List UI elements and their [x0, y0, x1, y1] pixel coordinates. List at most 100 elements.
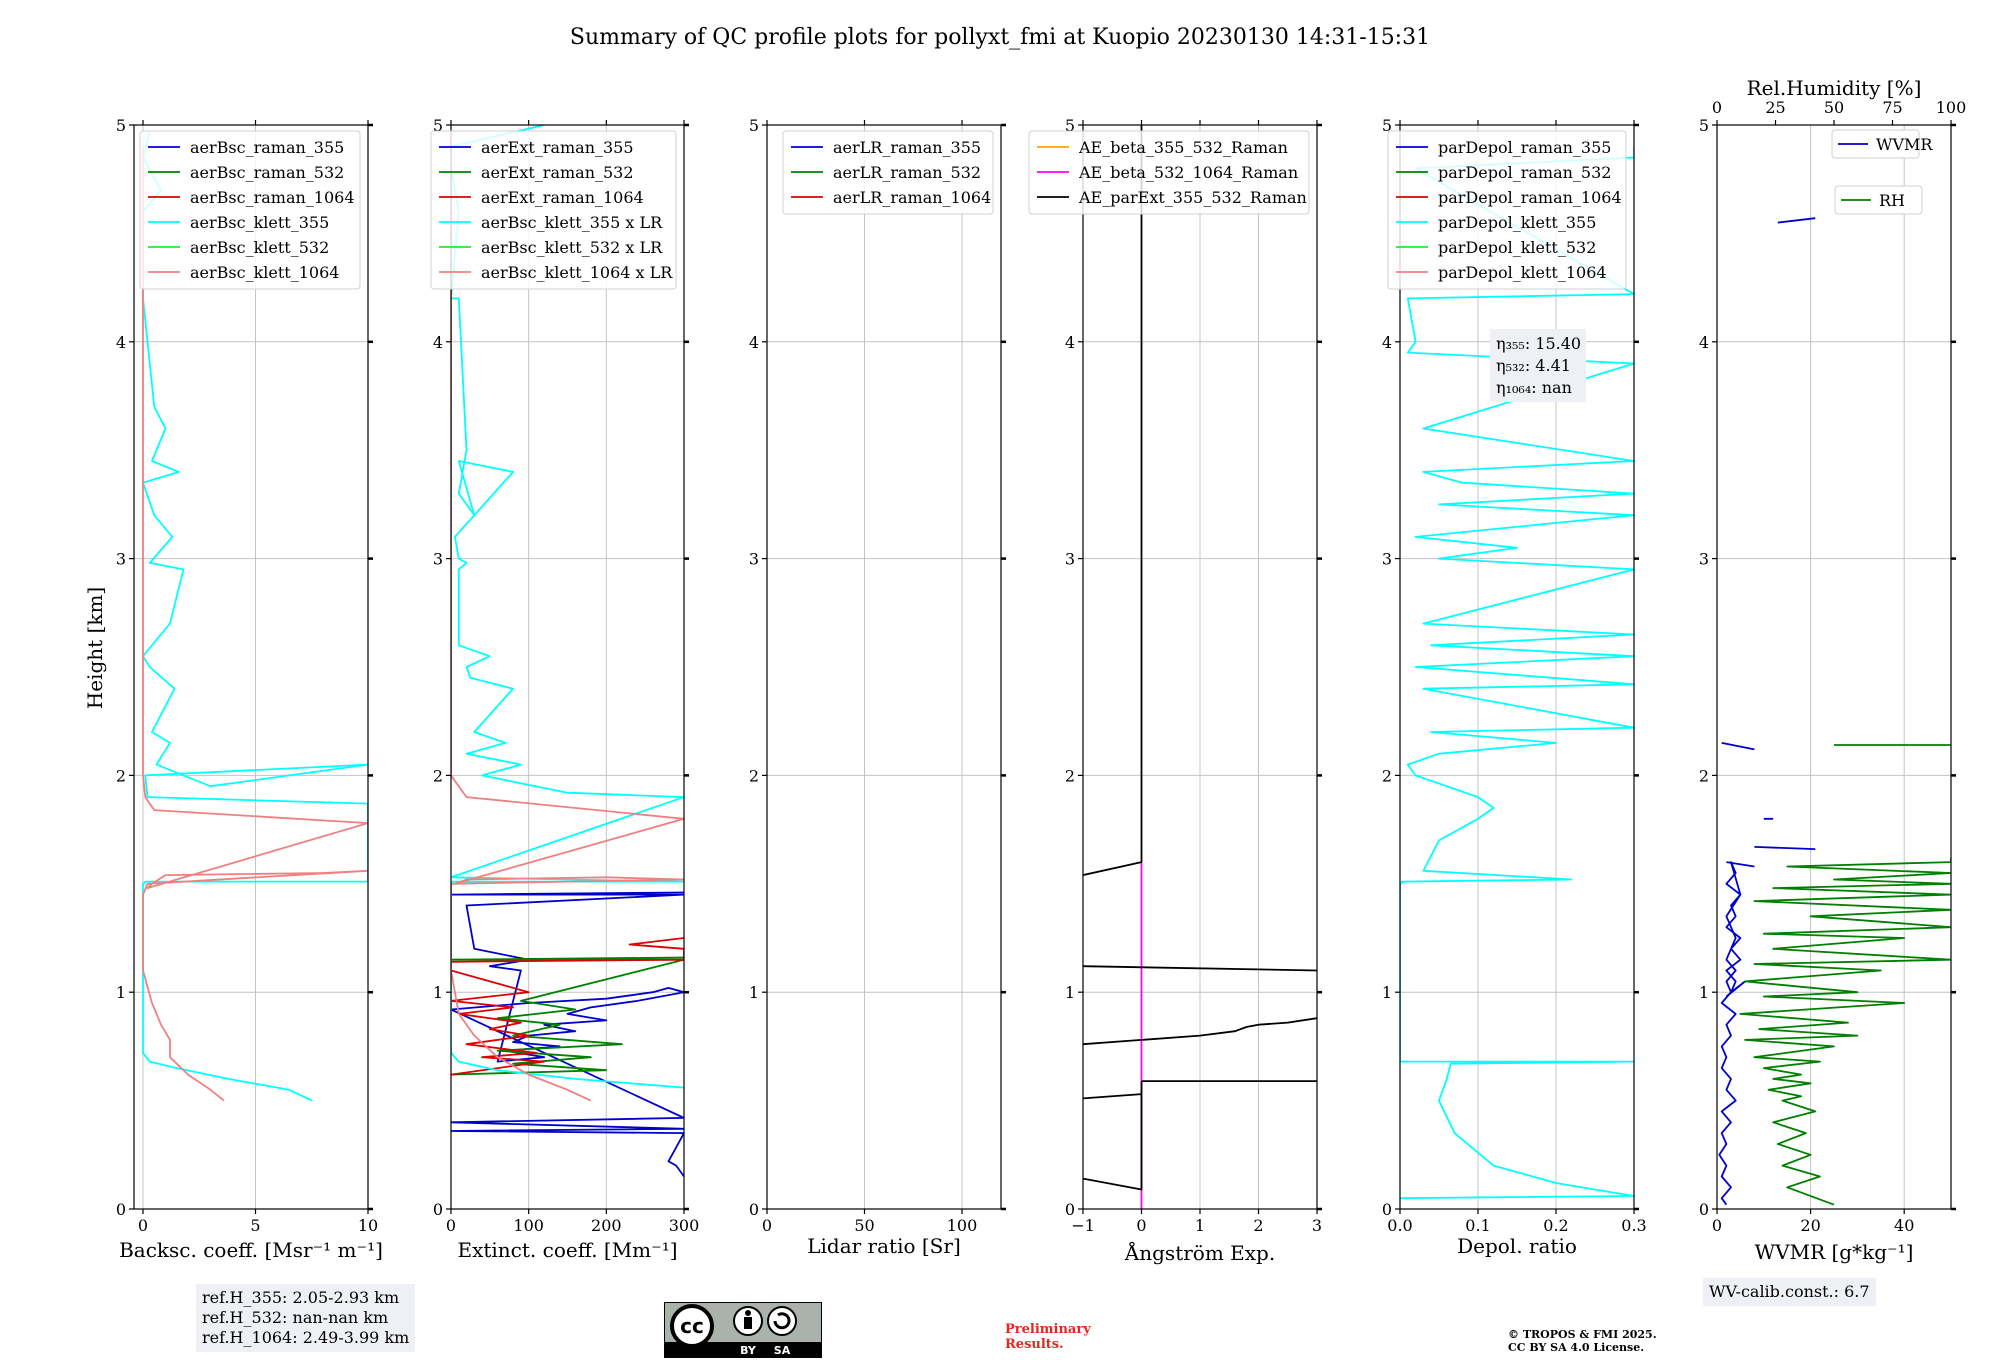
- license-line: CC BY SA 4.0 License.: [1508, 1341, 1645, 1354]
- legend-label: parDepol_raman_1064: [1438, 188, 1622, 207]
- top-x-tick-label: 25: [1765, 98, 1785, 117]
- legend-label: RH: [1879, 191, 1905, 210]
- x-tick-label: 2: [1253, 1216, 1263, 1235]
- y-tick-label: 4: [1382, 333, 1392, 352]
- y-tick-label: 0: [433, 1200, 443, 1219]
- legend-label: aerBsc_klett_355: [190, 213, 329, 232]
- legend-label: WVMR: [1876, 135, 1933, 154]
- x-tick-label: 40: [1894, 1216, 1914, 1235]
- y-tick-label: 5: [116, 116, 126, 135]
- legend-label: aerExt_raman_355: [481, 138, 634, 157]
- y-tick-label: 0: [1699, 1200, 1709, 1219]
- results-line: Results.: [1005, 1337, 1064, 1352]
- legend-label: aerLR_raman_355: [833, 138, 981, 157]
- y-tick-label: 0: [749, 1200, 759, 1219]
- series-line-rh: [1739, 744, 1951, 1206]
- ref-height-1064: ref.H_1064: 2.49-3.99 km: [202, 1328, 410, 1347]
- x-tick-label: 0: [138, 1216, 148, 1235]
- y-tick-label: 4: [1065, 333, 1075, 352]
- y-tick-label: 1: [433, 983, 443, 1002]
- legend-label: aerExt_raman_532: [481, 163, 634, 182]
- legend-frame: [139, 130, 361, 290]
- legend-label: AE_parExt_355_532_Raman: [1078, 188, 1307, 207]
- cc-sa-label: SA: [774, 1344, 791, 1357]
- top-x-tick-label: 100: [1936, 98, 1967, 117]
- ref-height-355: ref.H_355: 2.05-2.93 km: [202, 1288, 400, 1307]
- y-tick-label: 2: [433, 766, 443, 785]
- y-tick-label: 5: [1699, 116, 1709, 135]
- x-tick-label: 0: [1136, 1216, 1146, 1235]
- y-tick-label: 3: [1065, 550, 1075, 569]
- legend-label: aerLR_raman_1064: [833, 188, 991, 207]
- legend-frame: [782, 130, 994, 215]
- y-tick-label: 0: [116, 1200, 126, 1219]
- legend-frame: [1028, 130, 1310, 215]
- legend-label: parDepol_klett_532: [1438, 238, 1596, 257]
- legend-label: aerLR_raman_532: [833, 163, 981, 182]
- axes-frame: [1399, 124, 1635, 1210]
- series-line-aerext-raman-1064: [451, 937, 684, 1076]
- legend-label: aerBsc_klett_532 x LR: [481, 238, 663, 257]
- y-tick-label: 5: [433, 116, 443, 135]
- legend-frame: [430, 130, 677, 290]
- legend: aerExt_raman_355 aerExt_raman_532 aerExt_r…: [430, 130, 677, 290]
- legend-label: parDepol_klett_355: [1438, 213, 1596, 232]
- y-tick-label: 5: [1065, 116, 1075, 135]
- y-tick-label: 1: [1382, 983, 1392, 1002]
- ref-height-532: ref.H_532: nan-nan km: [202, 1308, 389, 1327]
- top-x-tick-label: 50: [1824, 98, 1844, 117]
- y-tick-label: 1: [116, 983, 126, 1002]
- y-tick-label: 4: [116, 333, 126, 352]
- x-tick-label: 0.0: [1387, 1216, 1412, 1235]
- y-axis-label: Height [km]: [83, 587, 107, 709]
- svg-text:cc: cc: [680, 1314, 704, 1338]
- x-axis-label: Extinct. coeff. [Mm⁻¹]: [457, 1238, 677, 1262]
- legend-frame: [1834, 185, 1923, 215]
- wv-calibration-box: WV-calib.const.: 6.7: [1703, 1278, 1876, 1306]
- y-tick-label: 2: [116, 766, 126, 785]
- x-tick-label: 0.3: [1621, 1216, 1646, 1235]
- panel-1: 0 5 10 0 1 2 3 4 5 Backsc. coeff. [Msr⁻¹ m⁻¹] aerB…: [116, 116, 383, 1262]
- y-tick-label: 3: [433, 550, 443, 569]
- x-tick-label: 5: [250, 1216, 260, 1235]
- x-tick-label: 10: [358, 1216, 378, 1235]
- cc-by-sa-icon: cc BY SA: [664, 1302, 822, 1358]
- x-axis-label: Lidar ratio [Sr]: [807, 1234, 961, 1258]
- top-x-tick-label: 0: [1712, 98, 1722, 117]
- legend-label: aerBsc_klett_532: [190, 238, 329, 257]
- x-tick-label: 0.1: [1465, 1216, 1490, 1235]
- x-tick-label: 300: [669, 1216, 700, 1235]
- legend: AE_beta_355_532_Raman AE_beta_532_1064_Ra…: [1028, 130, 1310, 215]
- x-tick-label: 200: [591, 1216, 622, 1235]
- y-tick-label: 4: [433, 333, 443, 352]
- legend-label: aerBsc_raman_532: [190, 163, 344, 182]
- x-tick-label: −1: [1071, 1216, 1095, 1235]
- y-tick-label: 5: [749, 116, 759, 135]
- preliminary-results-note: Preliminary Results.: [1005, 1322, 1091, 1352]
- eta-value: η₅₃₂: 4.41: [1496, 356, 1571, 375]
- eta-value: η₁₀₆₄: nan: [1496, 378, 1572, 397]
- wv-calibration-constant: WV-calib.const.: 6.7: [1709, 1282, 1870, 1301]
- x-axis-label: WVMR [g*kg⁻¹]: [1755, 1240, 1914, 1264]
- x-tick-label: 3: [1312, 1216, 1322, 1235]
- series-line-ae-parext-355-532-raman: [1083, 125, 1317, 1191]
- x-tick-label: 100: [513, 1216, 544, 1235]
- series-group: [142, 131, 368, 1102]
- panel-5: 0.0 0.1 0.2 0.3 0 1 2 3 4 5 Depol. ratio parDepol_r…: [1382, 116, 1647, 1258]
- y-tick-label: 4: [1699, 333, 1709, 352]
- copyright-line: © TROPOS & FMI 2025.: [1508, 1328, 1657, 1341]
- series-line-aerbsc-klett-1064-x-lr: [451, 146, 684, 1102]
- panel-2: 0 100 200 300 0 1 2 3 4 5 Extinct. coeff. [Mm⁻¹] ae…: [430, 116, 700, 1262]
- series-group: [451, 125, 684, 1178]
- legend: parDepol_raman_355 parDepol_raman_532 parD…: [1387, 130, 1627, 290]
- y-tick-label: 2: [749, 766, 759, 785]
- legend-label: aerBsc_klett_355 x LR: [481, 213, 663, 232]
- y-tick-label: 1: [1699, 983, 1709, 1002]
- figure-title: Summary of QC profile plots for pollyxt_…: [570, 25, 1430, 50]
- copyright-note: © TROPOS & FMI 2025. CC BY SA 4.0 Licens…: [1508, 1328, 1657, 1354]
- axes-frame: [766, 124, 1002, 1210]
- legend-label: aerBsc_klett_1064 x LR: [481, 263, 673, 282]
- y-tick-label: 1: [1065, 983, 1075, 1002]
